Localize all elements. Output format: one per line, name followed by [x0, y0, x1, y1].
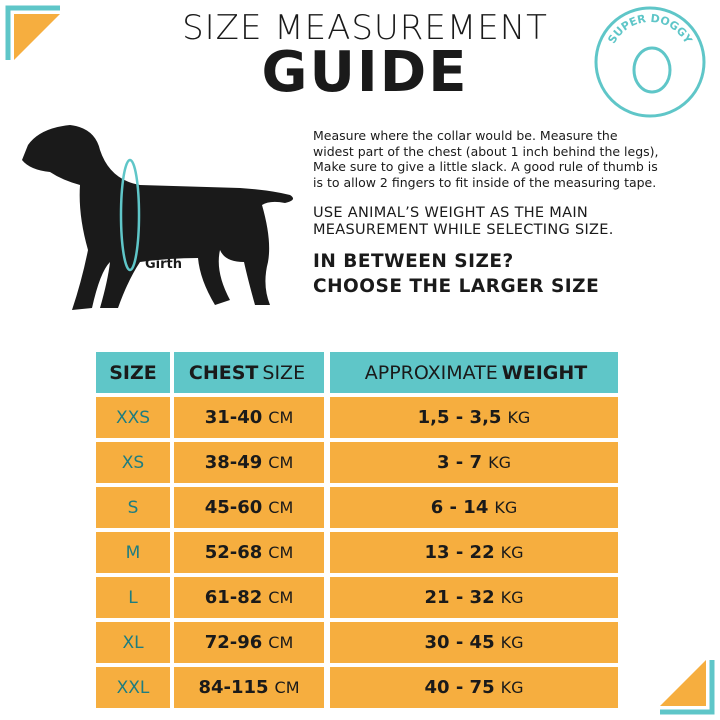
- chest: 45-60: [204, 497, 263, 518]
- girth-label: Girth: [145, 257, 182, 272]
- size: XXL: [116, 677, 150, 698]
- chest-cell: 72-96 CM: [174, 622, 324, 663]
- size-cell: S: [96, 487, 170, 528]
- size: S: [127, 497, 139, 518]
- weight-cell: 21 - 32 KG: [330, 577, 618, 618]
- weight-cell: 6 - 14 KG: [330, 487, 618, 528]
- corner-frame: [5, 5, 60, 60]
- tip: IN BETWEEN SIZE? CHOOSE THE LARGER SIZE: [313, 249, 599, 299]
- chest-unit: CM: [268, 408, 294, 427]
- weight-unit: KG: [488, 453, 511, 472]
- chest-unit: CM: [268, 633, 294, 652]
- paragraph-line: Measure where the collar would be. Measu…: [313, 128, 618, 143]
- chest-unit: CM: [274, 678, 300, 697]
- chest-unit: CM: [268, 453, 294, 472]
- size: L: [128, 587, 138, 608]
- size-cell: XL: [96, 622, 170, 663]
- chest: 84-115: [198, 677, 269, 698]
- size-cell: XS: [96, 442, 170, 483]
- weight-unit: KG: [500, 633, 524, 652]
- weight-unit: KG: [507, 408, 531, 427]
- tip-line: IN BETWEEN SIZE?: [313, 251, 514, 272]
- size-cell: M: [96, 532, 170, 573]
- paragraph-line: Make sure to give a little slack. A good…: [313, 159, 658, 174]
- note-line: USE ANIMAL’S WEIGHT AS THE MAIN: [313, 205, 589, 221]
- title: SIZE MEASUREMENT: [182, 8, 548, 48]
- size: XXS: [115, 407, 151, 428]
- size-cell: XXL: [96, 667, 170, 708]
- chest-cell: 84-115 CM: [174, 667, 324, 708]
- weight-unit: KG: [500, 678, 524, 697]
- chest-cell: 38-49 CM: [174, 442, 324, 483]
- weight: 1,5 - 3,5: [417, 407, 502, 428]
- girth-marker: [119, 158, 141, 272]
- corner-frame: [660, 660, 715, 715]
- title-main: GUIDE: [261, 40, 469, 105]
- size-cell: L: [96, 577, 170, 618]
- chest-unit: CM: [268, 543, 294, 562]
- header-cell: CHEST SIZE: [174, 352, 324, 393]
- header-light: SIZE: [262, 361, 306, 384]
- note: USE ANIMAL’S WEIGHT AS THE MAIN MEASUREME…: [313, 205, 614, 239]
- size-cell: XXS: [96, 397, 170, 438]
- chest: 61-82: [204, 587, 263, 608]
- header-cell: SIZE: [96, 352, 170, 393]
- chest-cell: 45-60 CM: [174, 487, 324, 528]
- header-light: APPROXIMATE: [364, 361, 498, 384]
- chest-cell: 31-40 CM: [174, 397, 324, 438]
- header-bold: WEIGHT: [501, 361, 588, 384]
- header-bold: SIZE: [109, 361, 157, 384]
- weight-cell: 1,5 - 3,5 KG: [330, 397, 618, 438]
- weight: 40 - 75: [424, 677, 495, 698]
- header-bold: CHEST: [188, 361, 259, 384]
- chest: 38-49: [204, 452, 263, 473]
- size: XL: [122, 632, 144, 653]
- weight-unit: KG: [500, 588, 524, 607]
- chest-cell: 61-82 CM: [174, 577, 324, 618]
- corner-triangle: [660, 660, 706, 706]
- weight-unit: KG: [500, 543, 524, 562]
- chest-unit: CM: [268, 498, 294, 517]
- weight: 13 - 22: [424, 542, 495, 563]
- instructions: Measure where the collar would be. Measu…: [313, 128, 659, 190]
- logo-dog: [632, 46, 672, 94]
- tip-line: CHOOSE THE LARGER SIZE: [313, 276, 600, 297]
- header-cell: APPROXIMATE WEIGHT: [330, 352, 618, 393]
- chest: 52-68: [204, 542, 263, 563]
- weight-cell: 30 - 45 KG: [330, 622, 618, 663]
- dog-silhouette: [22, 125, 294, 310]
- chest: 72-96: [204, 632, 263, 653]
- weight: 3 - 7: [437, 452, 483, 473]
- weight-cell: 3 - 7 KG: [330, 442, 618, 483]
- note-line: MEASUREMENT WHILE SELECTING SIZE.: [313, 222, 614, 238]
- logo-circle: [594, 6, 706, 118]
- corner-triangle: [14, 14, 60, 60]
- chest-cell: 52-68 CM: [174, 532, 324, 573]
- weight-cell: 13 - 22 KG: [330, 532, 618, 573]
- weight: 30 - 45: [424, 632, 495, 653]
- paragraph-line: is to allow 2 fingers to fit inside of t…: [313, 174, 657, 190]
- chest-unit: CM: [268, 588, 294, 607]
- weight: 6 - 14: [430, 497, 489, 518]
- chest: 31-40: [204, 407, 263, 428]
- weight: 21 - 32: [424, 587, 495, 608]
- weight-unit: KG: [494, 498, 518, 517]
- size: M: [125, 542, 141, 563]
- size: XS: [121, 452, 145, 473]
- paragraph-line: widest part of the chest (about 1 inch b…: [313, 143, 659, 159]
- weight-cell: 40 - 75 KG: [330, 667, 618, 708]
